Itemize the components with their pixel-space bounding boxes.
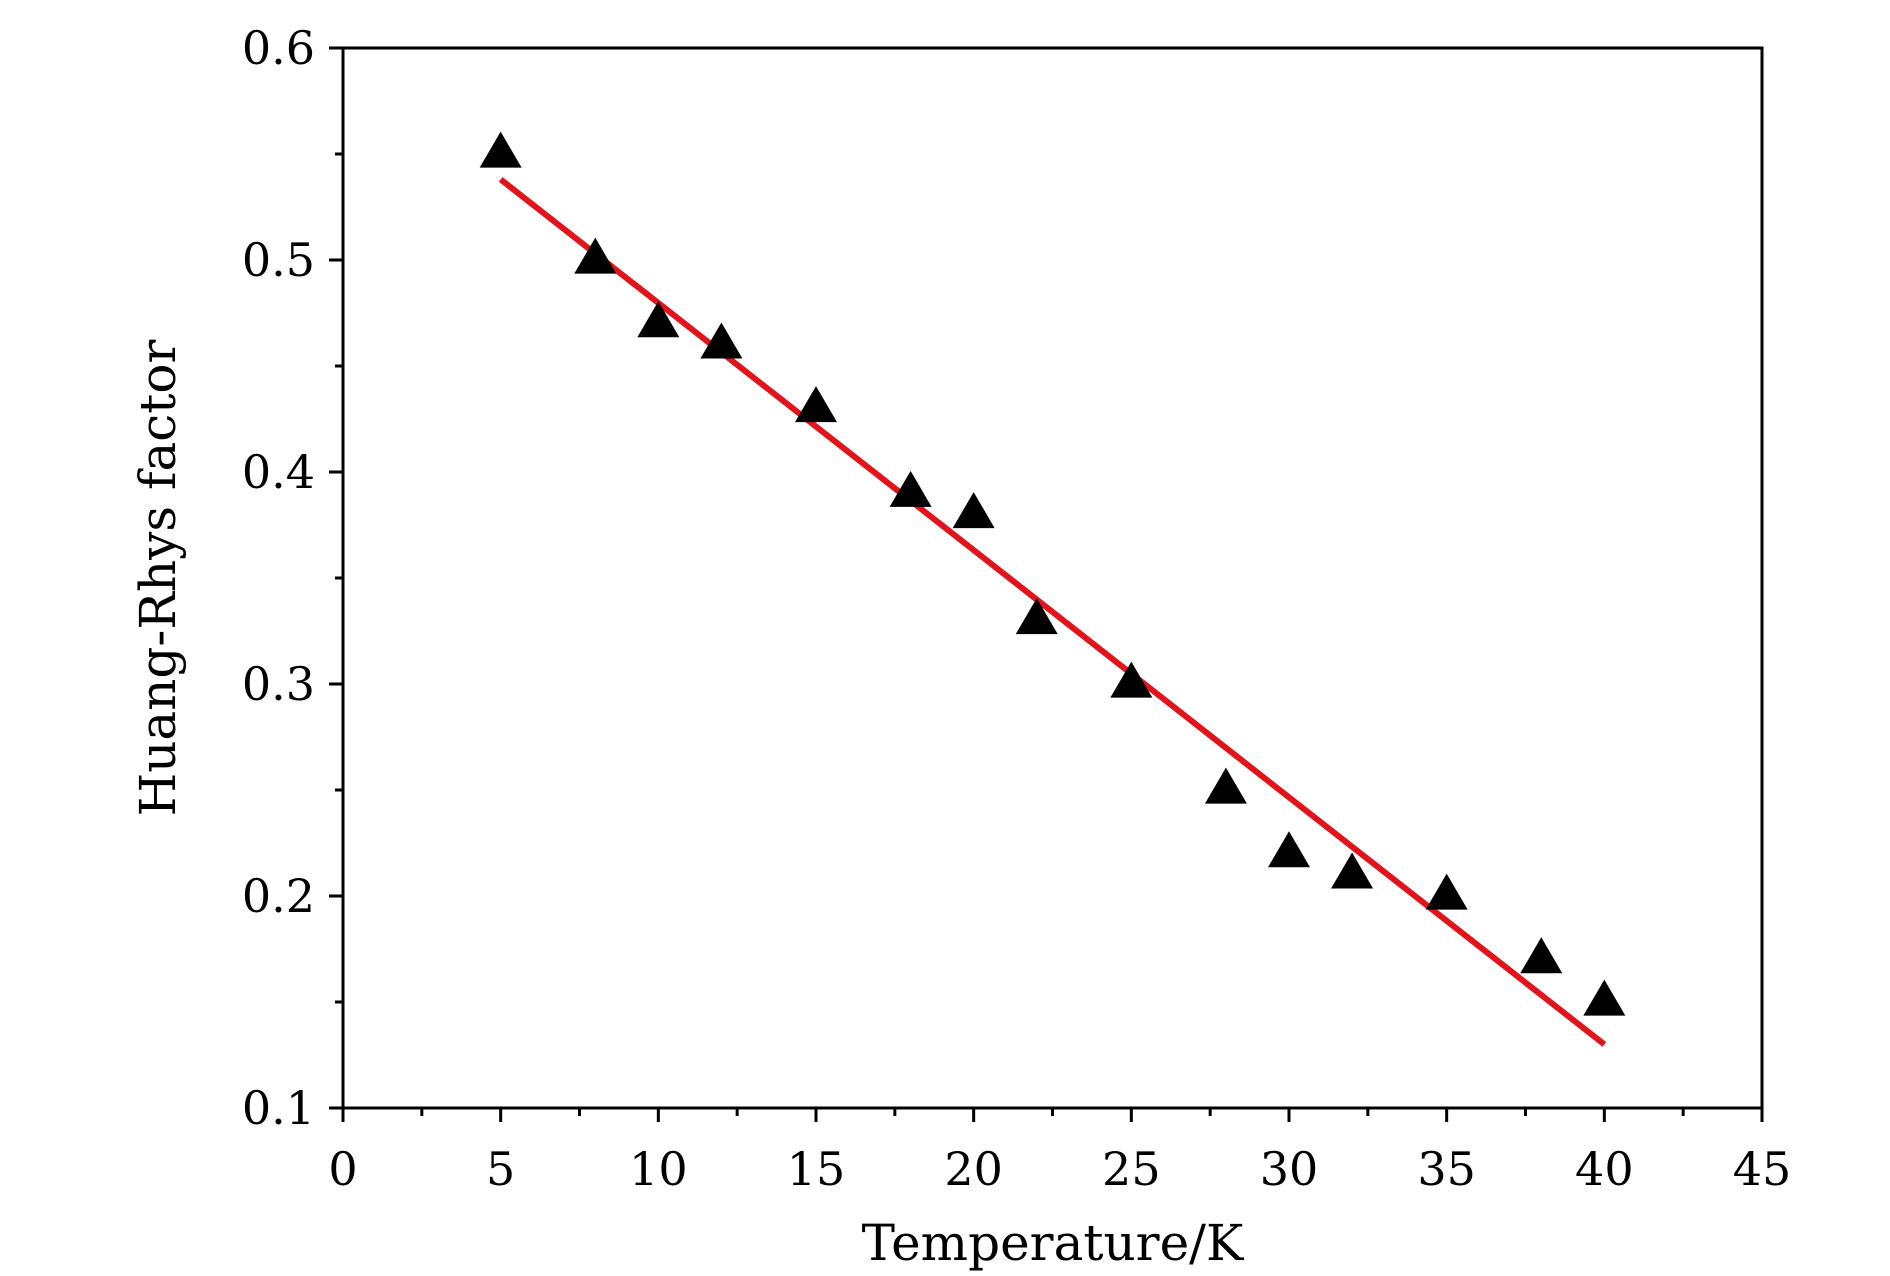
data-point-triangle xyxy=(574,237,617,274)
data-point-triangle xyxy=(700,322,743,359)
data-point-triangle xyxy=(795,386,837,423)
data-point-triangle xyxy=(1204,767,1247,804)
y-tick-label: 0.3 xyxy=(242,657,315,711)
y-axis-label: Huang-Rhys factor xyxy=(129,340,187,817)
data-point-triangle xyxy=(1520,937,1563,974)
x-tick-label: 20 xyxy=(944,1142,1003,1196)
y-axis-tick-labels: 0.1 0.2 0.3 0.4 0.5 0.6 xyxy=(242,21,315,1135)
x-tick-label: 15 xyxy=(787,1142,846,1196)
y-tick-label: 0.4 xyxy=(242,445,315,499)
data-point-triangle xyxy=(952,492,995,529)
x-tick-label: 0 xyxy=(328,1142,357,1196)
x-tick-label: 35 xyxy=(1417,1142,1476,1196)
data-point-triangle xyxy=(1015,598,1058,635)
data-point-triangle xyxy=(1425,873,1468,910)
x-tick-label: 40 xyxy=(1575,1142,1634,1196)
data-point-triangle xyxy=(637,301,680,338)
x-axis-tick-labels: 0 5 10 15 20 25 30 35 40 45 xyxy=(328,1142,1791,1196)
data-point-triangle xyxy=(479,131,522,168)
x-axis-ticks xyxy=(341,1108,1764,1122)
y-tick-label: 0.5 xyxy=(242,233,315,287)
y-tick-label: 0.2 xyxy=(242,869,315,923)
x-tick-label: 5 xyxy=(486,1142,515,1196)
x-tick-label: 30 xyxy=(1260,1142,1319,1196)
data-point-triangle xyxy=(1331,852,1374,889)
data-points xyxy=(479,131,1626,1016)
data-point-triangle xyxy=(1268,831,1310,868)
y-axis-ticks xyxy=(329,46,343,1110)
plot-frame xyxy=(341,46,1764,1110)
linear-fit-line xyxy=(498,177,1607,1047)
y-tick-label: 0.6 xyxy=(242,21,315,75)
y-tick-label: 0.1 xyxy=(242,1081,315,1135)
data-point-triangle xyxy=(1583,979,1626,1016)
x-tick-label: 45 xyxy=(1733,1142,1792,1196)
x-tick-label: 25 xyxy=(1102,1142,1161,1196)
x-axis-label: Temperature/K xyxy=(862,1214,1245,1272)
data-point-triangle xyxy=(889,470,932,507)
x-tick-label: 10 xyxy=(629,1142,688,1196)
data-point-triangle xyxy=(1110,661,1153,698)
